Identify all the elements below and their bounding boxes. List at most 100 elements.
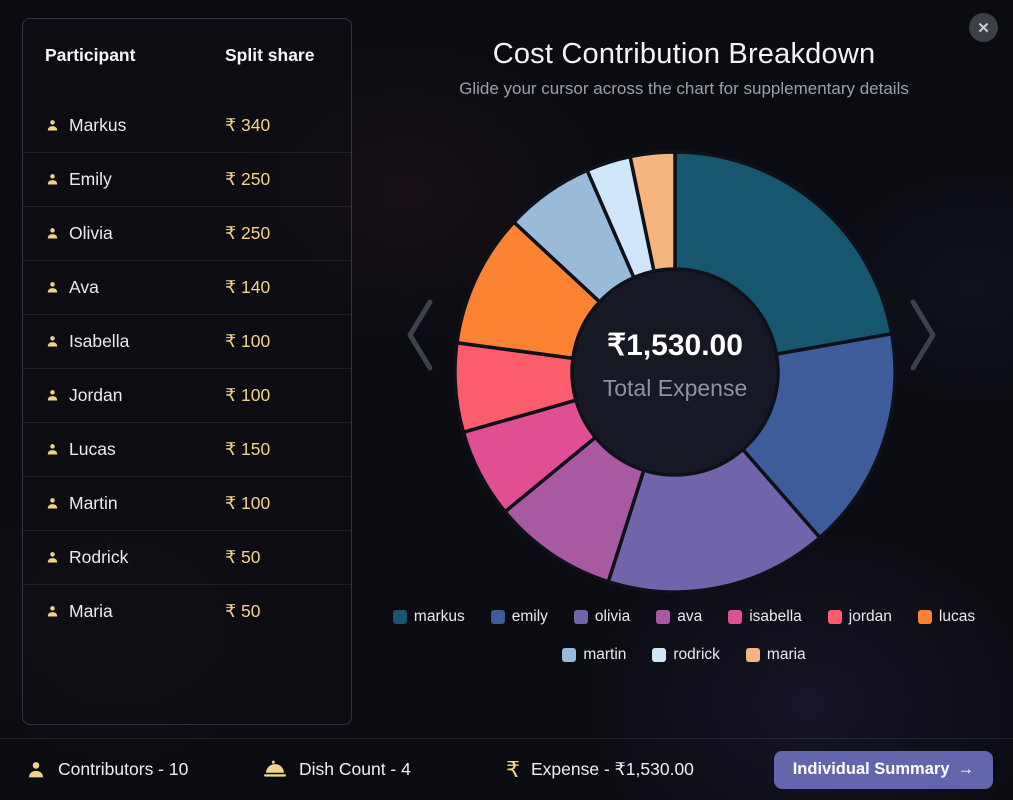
legend-label: lucas xyxy=(938,608,976,625)
table-row: Maria ₹ 50 xyxy=(23,584,351,638)
close-icon: ✕ xyxy=(977,19,990,37)
legend-swatch xyxy=(490,610,505,624)
rupee-icon: ₹ xyxy=(506,756,520,782)
contributors-label: Contributors - 10 xyxy=(58,759,189,779)
legend-swatch xyxy=(728,610,743,624)
chevron-left-icon xyxy=(407,299,433,371)
split-amount: ₹ 140 xyxy=(225,277,271,297)
table-row: Emily ₹ 250 xyxy=(23,152,351,206)
legend-row-1: markus emily olivia ava isabella jordan lucas xyxy=(355,608,1013,626)
person-icon xyxy=(47,606,58,617)
split-amount: ₹ 100 xyxy=(225,331,271,351)
participant-name: Lucas xyxy=(69,439,116,459)
previous-chart-button[interactable] xyxy=(402,296,442,374)
participant-rows: Markus ₹ 340 Emily ₹ 250 Olivia ₹ 250 Ava ₹ 140… xyxy=(23,98,351,638)
legend-item-maria[interactable]: maria xyxy=(745,646,806,664)
legend-label: jordan xyxy=(848,608,892,625)
dish-count-label: Dish Count - 4 xyxy=(299,759,411,779)
contributors-stat: Contributors - 10 xyxy=(25,759,188,781)
pie-slice-emily[interactable] xyxy=(741,332,897,540)
chart-legend: markus emily olivia ava isabella jordan lucas … xyxy=(355,608,1013,668)
legend-swatch xyxy=(827,610,842,624)
person-icon xyxy=(47,498,58,509)
pie-slice-maria[interactable] xyxy=(628,150,677,273)
next-chart-button[interactable] xyxy=(901,296,941,374)
table-row: Ava ₹ 140 xyxy=(23,260,351,314)
split-amount: ₹ 50 xyxy=(225,547,261,567)
legend-item-markus[interactable]: markus xyxy=(392,608,465,626)
donut-chart xyxy=(445,142,905,602)
split-amount: ₹ 250 xyxy=(225,223,271,243)
person-icon xyxy=(47,444,58,455)
legend-swatch xyxy=(745,648,760,662)
individual-summary-label: Individual Summary xyxy=(792,760,950,778)
legend-row-2: martin rodrick maria xyxy=(355,646,1013,664)
expense-label: Expense - ₹1,530.00 xyxy=(531,759,694,779)
table-row: Markus ₹ 340 xyxy=(23,98,351,152)
table-header: Participant Split share xyxy=(23,19,351,66)
participant-name: Emily xyxy=(69,169,112,189)
participant-name: Isabella xyxy=(69,331,130,351)
person-icon xyxy=(47,228,58,239)
participant-name: Martin xyxy=(69,493,118,513)
page-subtitle: Glide your cursor across the chart for s… xyxy=(459,79,909,98)
legend-item-lucas[interactable]: lucas xyxy=(917,608,976,626)
split-amount: ₹ 150 xyxy=(225,439,271,459)
legend-swatch xyxy=(562,648,577,662)
page-title: Cost Contribution Breakdown xyxy=(492,38,876,70)
split-amount: ₹ 340 xyxy=(225,114,271,135)
legend-swatch xyxy=(392,610,407,624)
legend-label: olivia xyxy=(594,608,631,625)
arrow-right-icon: → xyxy=(957,760,975,778)
legend-item-ava[interactable]: ava xyxy=(656,608,702,626)
participant-name: Rodrick xyxy=(69,547,129,567)
table-row: Jordan ₹ 100 xyxy=(23,368,351,422)
donut-hole xyxy=(572,269,778,475)
chevron-right-icon xyxy=(910,299,936,371)
participant-name: Olivia xyxy=(69,223,113,243)
legend-label: martin xyxy=(583,646,627,663)
dish-count-stat: Dish Count - 4 xyxy=(262,759,411,781)
legend-label: maria xyxy=(766,646,806,663)
table-row: Olivia ₹ 250 xyxy=(23,206,351,260)
legend-item-jordan[interactable]: jordan xyxy=(827,608,892,626)
person-icon xyxy=(47,119,58,130)
participant-name: Ava xyxy=(69,277,99,297)
legend-item-martin[interactable]: martin xyxy=(562,646,626,664)
column-header-participant: Participant xyxy=(45,45,136,65)
person-icon xyxy=(47,390,58,401)
participant-name: Jordan xyxy=(69,385,123,405)
legend-label: isabella xyxy=(749,608,802,625)
legend-label: ava xyxy=(677,608,703,625)
table-row: Rodrick ₹ 50 xyxy=(23,530,351,584)
participant-table: Participant Split share Markus ₹ 340 Emily… xyxy=(22,18,352,725)
legend-item-olivia[interactable]: olivia xyxy=(573,608,631,626)
footer-bar: Contributors - 10 Dish Count - 4 ₹ Expen… xyxy=(0,738,1013,800)
legend-item-rodrick[interactable]: rodrick xyxy=(652,646,720,664)
legend-item-emily[interactable]: emily xyxy=(490,608,548,626)
split-amount: ₹ 100 xyxy=(225,493,271,513)
close-button[interactable]: ✕ xyxy=(969,13,998,42)
pie-slice-markus[interactable] xyxy=(673,150,894,356)
individual-summary-button[interactable]: Individual Summary → xyxy=(773,750,993,789)
person-icon xyxy=(47,552,58,563)
person-icon xyxy=(47,174,58,185)
cloche-icon xyxy=(264,760,286,777)
expense-stat: ₹ Expense - ₹1,530.00 xyxy=(506,756,694,782)
legend-label: rodrick xyxy=(673,646,720,663)
table-row: Martin ₹ 100 xyxy=(23,476,351,530)
split-amount: ₹ 100 xyxy=(225,385,271,405)
person-icon xyxy=(29,761,43,777)
legend-swatch xyxy=(656,610,671,624)
column-header-split-share: Split share xyxy=(225,45,315,65)
legend-swatch xyxy=(917,610,932,624)
table-row: Isabella ₹ 100 xyxy=(23,314,351,368)
person-icon xyxy=(47,336,58,347)
legend-swatch xyxy=(573,610,588,624)
legend-item-isabella[interactable]: isabella xyxy=(728,608,802,626)
legend-label: markus xyxy=(413,608,465,625)
split-amount: ₹ 50 xyxy=(225,601,261,621)
participant-name: Maria xyxy=(69,601,113,621)
pie-slice-olivia[interactable] xyxy=(606,447,822,594)
legend-label: emily xyxy=(511,608,548,625)
